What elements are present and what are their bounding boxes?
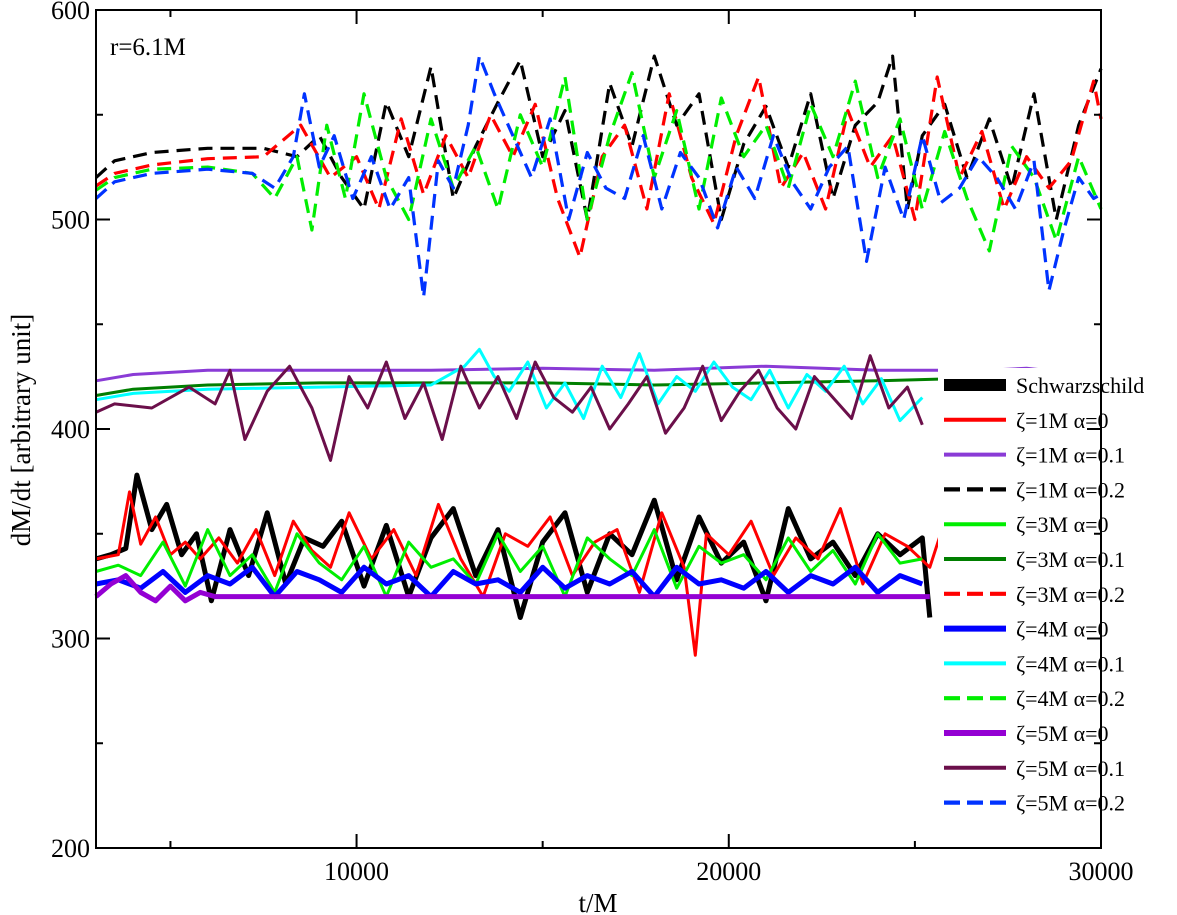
legend-label-zeta-4m-alpha-0-2: ζ=4M α=0.2 — [1016, 686, 1125, 711]
series-line-zeta-4m-alpha-0 — [95, 564, 924, 600]
legend-label-zeta-5m-alpha-0-1: ζ=5M α=0.1 — [1016, 756, 1125, 781]
legend-label-zeta-5m-alpha-0: ζ=5M α=0 — [1016, 721, 1109, 746]
x-tick-label: 10000 — [324, 857, 389, 886]
legend-label-zeta-5m-alpha-0-2: ζ=5M α=0.2 — [1016, 791, 1125, 816]
legend-label-zeta-3m-alpha-0-1: ζ=3M α=0.1 — [1016, 547, 1125, 572]
y-tick-label: 200 — [51, 834, 90, 863]
axes: 10000 20000 30000 200 300 400 500 600 — [51, 0, 1134, 886]
series-line-zeta-4m-alpha-0-2 — [95, 71, 1103, 253]
x-axis-label: t/M — [578, 888, 617, 915]
legend-label-zeta-4m-alpha-0-1: ζ=4M α=0.1 — [1016, 651, 1125, 676]
series-line-zeta-1m-alpha-0 — [95, 486, 1102, 657]
legend-label-schwarzschild: Schwarzschild — [1016, 373, 1144, 398]
legend-label-zeta-4m-alpha-0: ζ=4M α=0 — [1016, 617, 1109, 642]
legend-label-zeta-1m-alpha-0-1: ζ=1M α=0.1 — [1016, 443, 1125, 468]
series-line-zeta-5m-alpha-0-2 — [94, 54, 1102, 299]
series-line-zeta-5m-alpha-0 — [94, 573, 930, 604]
series-line-zeta-3m-alpha-0 — [95, 528, 923, 599]
annotation-radius: r=6.1M — [110, 34, 186, 61]
legend-label-zeta-3m-alpha-0: ζ=3M α=0 — [1016, 512, 1109, 537]
y-tick-label: 600 — [51, 0, 90, 25]
series-line-zeta-5m-alpha-0-1 — [95, 354, 924, 462]
legend-label-zeta-3m-alpha-0-2: ζ=3M α=0.2 — [1016, 582, 1125, 607]
y-tick-label: 400 — [51, 415, 90, 444]
x-tick-label: 20000 — [696, 857, 761, 886]
series-layer — [94, 54, 1103, 657]
y-tick-label: 500 — [51, 206, 90, 235]
y-tick-label: 300 — [51, 625, 90, 654]
legend-label-zeta-1m-alpha-0-2: ζ=1M α=0.2 — [1016, 477, 1125, 502]
y-axis-label: dM/dt [arbitrary unit] — [6, 314, 36, 546]
x-tick-label: 30000 — [1069, 857, 1134, 886]
legend-box — [938, 368, 1100, 836]
series-line-schwarzschild — [95, 472, 933, 620]
